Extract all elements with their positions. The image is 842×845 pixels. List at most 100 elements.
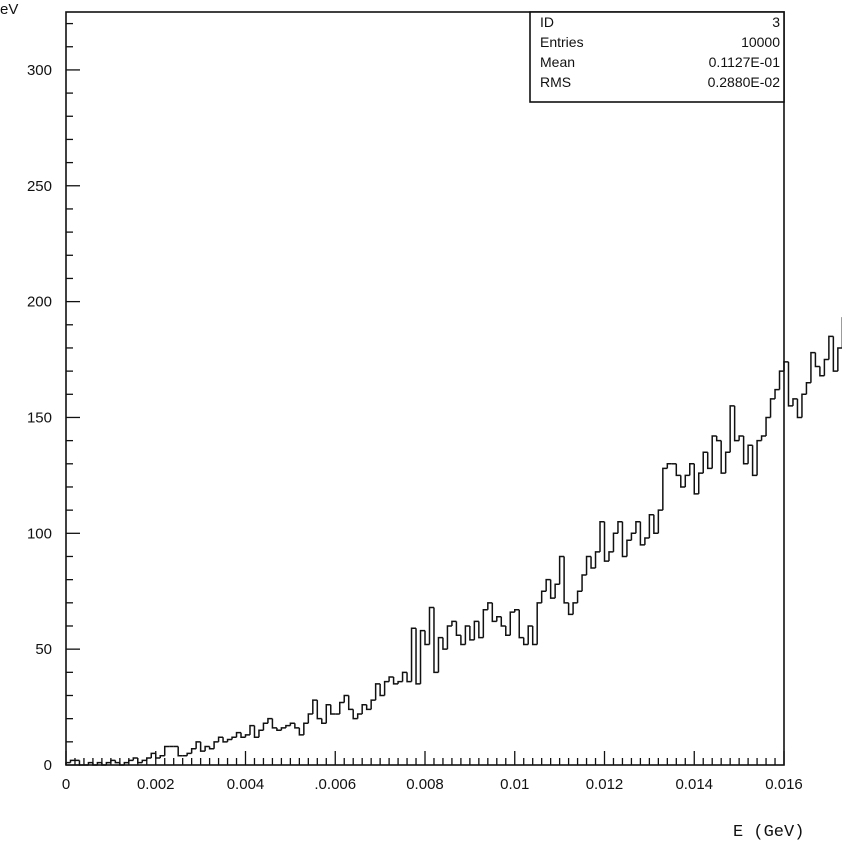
histogram-bin — [442, 637, 448, 650]
histogram-bin — [720, 440, 726, 474]
histogram-bin — [163, 745, 170, 756]
x-axis-title: E (GeV) — [733, 823, 804, 842]
histogram-bin — [294, 723, 300, 729]
histogram-bin — [644, 537, 650, 545]
statistics-value: 0.1127E-01 — [709, 54, 781, 70]
histogram-bin — [576, 590, 583, 603]
histogram-bin — [298, 727, 304, 736]
histogram-bin — [146, 757, 152, 761]
plot-border — [65, 11, 785, 766]
histogram-bin — [724, 451, 731, 474]
histogram-bin — [410, 627, 417, 682]
histogram-bin — [240, 732, 246, 738]
histogram-bin — [289, 722, 295, 726]
histogram-bin — [823, 358, 829, 376]
histogram-bin — [630, 532, 636, 541]
histogram-bin — [199, 741, 206, 752]
histogram-bin — [96, 761, 102, 765]
histogram-bin — [383, 680, 390, 696]
y-tick-label: 150 — [27, 409, 52, 426]
histogram-bin — [612, 532, 618, 552]
histogram-bin — [424, 630, 430, 646]
histogram-bin — [321, 718, 327, 725]
histogram-bin — [693, 463, 699, 495]
histogram-bin — [307, 713, 313, 724]
histogram-layer — [65, 317, 842, 766]
histogram-bin — [590, 556, 596, 569]
y-tick-label: 100 — [27, 525, 52, 542]
x-tick-label: 0.01 — [500, 776, 529, 793]
statistics-value: 0.2880E-02 — [708, 74, 781, 90]
statistics-label: Entries — [540, 34, 584, 50]
histogram-bin — [262, 722, 268, 731]
histogram-bin — [280, 727, 286, 731]
histogram-bin — [406, 672, 412, 683]
histogram-bin — [558, 555, 565, 585]
plot-frame — [65, 11, 785, 766]
histogram-bin — [505, 625, 511, 637]
x-tick-label: 0.016 — [765, 776, 803, 793]
histogram-bin — [114, 760, 120, 764]
histogram-bin — [415, 628, 421, 685]
x-tick-label: 0 — [62, 776, 70, 793]
histogram-bin — [204, 745, 210, 752]
histogram-bin — [545, 578, 551, 592]
histogram-bin — [599, 520, 605, 552]
x-tick-label: 0.002 — [137, 776, 175, 793]
statistics-value: 10000 — [741, 34, 780, 50]
histogram-bin — [388, 676, 394, 682]
histogram-bin — [325, 704, 331, 724]
histogram-bin — [715, 435, 722, 442]
histogram-bin — [235, 731, 242, 738]
histogram-bin — [276, 727, 282, 731]
histogram-bin — [563, 556, 569, 604]
histogram-bin — [769, 398, 776, 418]
histogram-bin — [343, 694, 349, 703]
y-tick-label: 250 — [27, 178, 52, 195]
histogram-bin — [805, 381, 811, 395]
histogram-bin — [778, 370, 784, 390]
histogram-bin — [747, 444, 753, 464]
histogram-bin — [756, 439, 762, 476]
statistics-box-border — [529, 11, 785, 103]
histogram-bin — [87, 761, 93, 765]
histogram-bin — [697, 472, 704, 494]
histogram-bin — [828, 335, 834, 360]
histogram-bin — [819, 366, 825, 377]
histogram-bin — [832, 336, 838, 372]
histogram-bin — [536, 602, 542, 645]
histogram-bin — [177, 746, 183, 757]
y-tick-label: 300 — [27, 62, 52, 79]
histogram-bin — [469, 625, 475, 641]
histogram-bin — [433, 607, 439, 674]
histogram-bin — [258, 729, 264, 738]
histogram-bin — [792, 398, 798, 406]
histogram-bin — [702, 451, 708, 474]
histogram-bin — [141, 759, 147, 763]
histogram-bin — [217, 736, 224, 742]
histogram-bin — [419, 629, 425, 684]
histogram-bin — [567, 602, 574, 616]
histogram-bin — [675, 463, 681, 477]
histogram-bin — [397, 680, 403, 684]
histogram-bin — [496, 615, 502, 622]
x-axis: 0 0.002 0.004 .0.006 0.008 0.01 0.012 0.014 0.01… — [62, 751, 803, 793]
histogram-bin — [347, 695, 354, 711]
histogram-bin — [478, 621, 484, 639]
histogram-bin — [680, 475, 686, 488]
histogram-bin — [365, 704, 372, 711]
x-tick-label: 0.012 — [586, 776, 624, 793]
y-axis-title: eV — [0, 1, 18, 18]
histogram-bin — [774, 388, 780, 399]
x-tick-label: 0.004 — [227, 776, 265, 793]
histogram-bin — [455, 621, 461, 637]
histogram-bin — [581, 574, 587, 592]
histogram-bin — [460, 635, 466, 646]
histogram-bin — [617, 520, 623, 534]
histogram-bin — [733, 405, 740, 442]
histogram-bin — [509, 611, 515, 636]
histogram-bin — [150, 752, 156, 759]
histogram-bin — [487, 602, 493, 610]
histogram-bin — [69, 759, 75, 763]
